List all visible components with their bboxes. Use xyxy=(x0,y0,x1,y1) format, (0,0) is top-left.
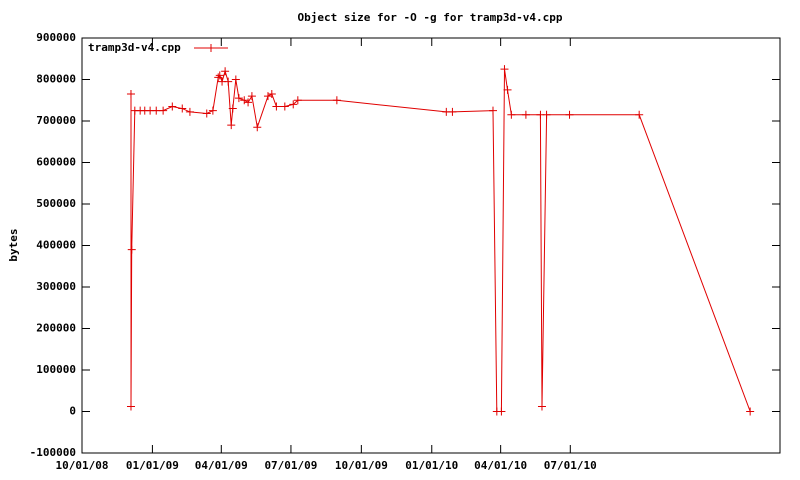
point xyxy=(159,106,168,115)
point xyxy=(497,407,506,416)
point xyxy=(746,407,755,416)
x-tick-label: 10/01/09 xyxy=(335,459,388,472)
point xyxy=(227,121,236,130)
point xyxy=(240,96,249,105)
point xyxy=(247,92,256,101)
point xyxy=(152,106,161,115)
point xyxy=(280,102,289,111)
plot-border xyxy=(81,37,781,454)
y-tick-label: 100000 xyxy=(36,363,76,376)
y-tick-label: 800000 xyxy=(36,73,76,86)
point xyxy=(234,94,243,103)
point xyxy=(244,98,253,107)
point xyxy=(565,110,574,119)
y-axis-label: bytes xyxy=(7,228,20,261)
point xyxy=(228,104,237,113)
legend-swatch xyxy=(194,44,228,52)
point xyxy=(224,77,233,86)
point xyxy=(542,110,551,119)
point xyxy=(214,73,223,82)
point xyxy=(272,102,281,111)
point xyxy=(208,106,217,115)
point xyxy=(185,107,194,116)
y-tick-label: 700000 xyxy=(36,114,76,127)
point xyxy=(215,71,224,80)
point xyxy=(488,106,497,115)
x-tick-label: 10/01/08 xyxy=(56,459,109,472)
y-tick-label: 400000 xyxy=(36,239,76,252)
point xyxy=(221,67,230,76)
point xyxy=(289,100,298,109)
x-tick-label: 01/01/09 xyxy=(126,459,179,472)
point xyxy=(521,110,530,119)
y-tick-label: 900000 xyxy=(36,31,76,44)
point xyxy=(332,96,341,105)
y-tick-label: -100000 xyxy=(30,446,76,459)
point xyxy=(448,107,457,116)
point xyxy=(231,75,240,84)
point xyxy=(293,96,302,105)
point xyxy=(253,123,262,132)
x-tick-label: 07/01/09 xyxy=(264,459,317,472)
point xyxy=(178,104,187,113)
point xyxy=(503,85,512,94)
y-tick-label: 600000 xyxy=(36,156,76,169)
point xyxy=(127,245,136,254)
x-tick-label: 07/01/10 xyxy=(544,459,597,472)
y-tick-label: 0 xyxy=(69,405,76,418)
point xyxy=(168,102,177,111)
point xyxy=(500,65,509,74)
point xyxy=(202,109,211,118)
point xyxy=(635,110,644,119)
y-tick-label: 300000 xyxy=(36,280,76,293)
x-tick-label: 01/01/10 xyxy=(405,459,458,472)
point xyxy=(263,92,272,101)
y-tick-label: 500000 xyxy=(36,197,76,210)
x-tick-label: 04/01/09 xyxy=(195,459,248,472)
legend-label: tramp3d-v4.cpp xyxy=(88,41,181,54)
chart-title: Object size for -O -g for tramp3d-v4.cpp xyxy=(298,11,563,24)
point xyxy=(126,402,135,411)
y-tick-label: 200000 xyxy=(36,322,76,335)
point xyxy=(507,110,516,119)
point xyxy=(537,402,546,411)
series-line xyxy=(130,69,751,412)
point xyxy=(267,90,276,99)
point xyxy=(126,90,135,99)
x-tick-label: 04/01/10 xyxy=(474,459,527,472)
